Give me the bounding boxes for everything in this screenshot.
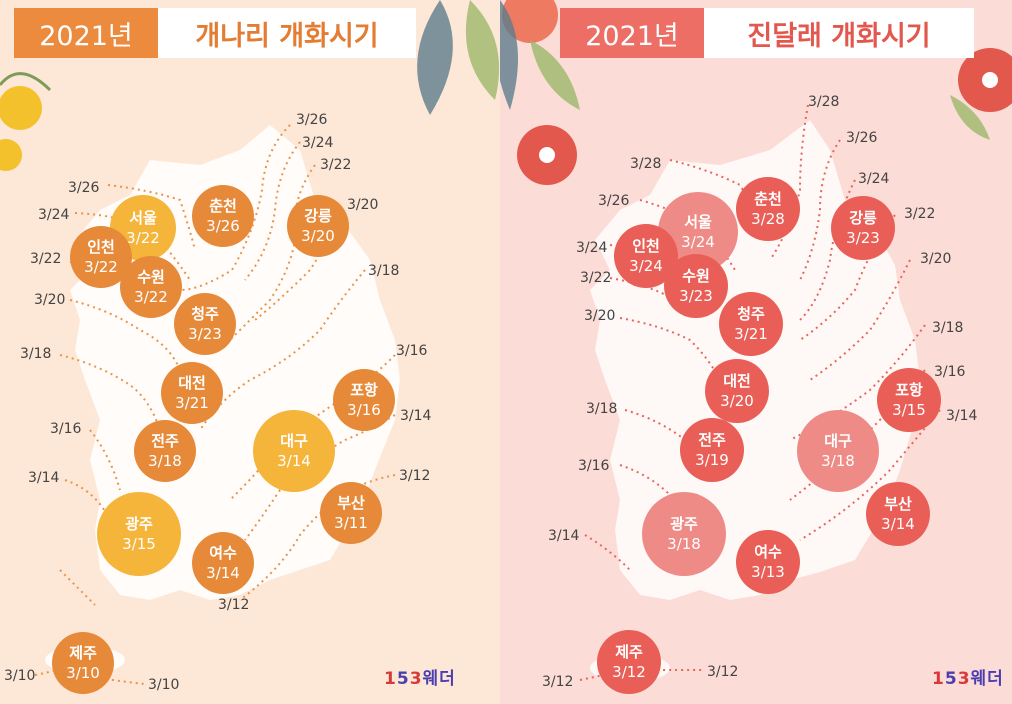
- city-busan: 부산 3/11: [320, 482, 382, 544]
- isoline-label: 3/18: [368, 263, 400, 279]
- isoline-label: 3/18: [932, 320, 964, 336]
- isoline-label: 3/26: [296, 112, 328, 128]
- azalea-title-bar: 2021년 진달래 개화시기: [560, 8, 974, 58]
- city-cheongju: 청주 3/21: [719, 292, 783, 356]
- isoline-label: 3/24: [576, 240, 608, 256]
- city-daegu: 대구 3/14: [253, 410, 335, 492]
- city-gangneung: 강릉 3/20: [287, 195, 349, 257]
- city-jeju: 제주 3/12: [597, 630, 661, 694]
- isoline: [179, 124, 291, 291]
- isoline: [619, 464, 671, 496]
- city-jeju: 제주 3/10: [52, 632, 114, 694]
- city-pohang: 포항 3/15: [877, 368, 941, 432]
- city-suwon: 수원 3/23: [664, 254, 728, 318]
- isoline-label: 3/26: [846, 130, 878, 146]
- isoline: [579, 671, 616, 681]
- isoline-label: 3/20: [920, 251, 952, 267]
- isoline-label: 3/28: [630, 156, 662, 172]
- city-gangneung: 강릉 3/23: [831, 196, 895, 260]
- isoline-label: 3/10: [4, 668, 36, 684]
- isoline-label: 3/12: [542, 674, 574, 690]
- isoline-label: 3/20: [34, 292, 66, 308]
- isoline: [254, 204, 341, 321]
- isoline-label: 3/22: [320, 157, 352, 173]
- city-suwon: 수원 3/22: [120, 256, 182, 318]
- isoline-label: 3/24: [302, 135, 334, 151]
- city-pohang: 포항 3/16: [333, 369, 395, 431]
- city-gwangju: 광주 3/18: [642, 492, 726, 576]
- isoline-label: 3/20: [584, 308, 616, 324]
- isoline-label: 3/28: [808, 94, 840, 110]
- logo-153weather: 153웨더: [384, 669, 456, 689]
- city-cheongju: 청주 3/23: [174, 293, 236, 355]
- leaf-icon: [417, 0, 500, 115]
- isoline-label: 3/26: [68, 180, 100, 196]
- red-flower-icon: [502, 0, 1012, 185]
- isoline: [59, 569, 96, 606]
- isoline-label: 3/24: [858, 171, 890, 187]
- azalea-title: 진달래 개화시기: [704, 8, 974, 58]
- isoline-label: 3/12: [218, 597, 250, 613]
- city-yeosu: 여수 3/13: [736, 530, 800, 594]
- azalea-year: 2021년: [560, 8, 704, 58]
- azalea-panel: 2021년 진달래 개화시기 서울 3/24 춘천 3/28 강릉 3/23 인천 3/…: [500, 0, 1012, 704]
- isoline-label: 3/14: [946, 408, 978, 424]
- forsythia-title: 개나리 개화시기: [158, 8, 416, 58]
- city-gwangju: 광주 3/15: [97, 492, 181, 576]
- forsythia-year: 2021년: [14, 8, 158, 58]
- isoline-label: 3/24: [38, 207, 70, 223]
- isoline-label: 3/14: [400, 408, 432, 424]
- isoline: [799, 139, 841, 281]
- logo-153weather: 153웨더: [932, 669, 1004, 689]
- isoline-label: 3/14: [28, 470, 60, 486]
- isoline-label: 3/16: [578, 458, 610, 474]
- isoline-label: 3/16: [934, 364, 966, 380]
- isoline: [89, 429, 121, 491]
- isoline-label: 3/22: [580, 270, 612, 286]
- city-chuncheon: 춘천 3/28: [736, 177, 800, 241]
- isoline: [74, 212, 191, 281]
- isoline-label: 3/22: [30, 251, 62, 267]
- city-yeosu: 여수 3/14: [192, 532, 254, 594]
- isoline: [107, 184, 196, 251]
- isoline: [619, 317, 721, 381]
- forsythia-panel: 2021년 개나리 개화시기 서울 3/22 춘천 3/26 강릉 3/20 인천 3/…: [0, 0, 500, 704]
- isoline: [809, 259, 911, 381]
- city-daegu: 대구 3/18: [797, 410, 879, 492]
- city-daejeon: 대전 3/21: [161, 362, 223, 424]
- isoline: [799, 409, 941, 541]
- isoline: [99, 677, 146, 685]
- isoline-label: 3/16: [50, 421, 82, 437]
- isoline: [639, 199, 736, 271]
- yellow-flower-icon: [0, 72, 52, 171]
- isoline: [64, 479, 111, 521]
- city-jeonju: 전주 3/19: [680, 418, 744, 482]
- isoline-label: 3/20: [347, 197, 379, 213]
- forsythia-title-bar: 2021년 개나리 개화시기: [14, 8, 416, 58]
- isoline-label: 3/12: [399, 468, 431, 484]
- isoline-label: 3/12: [707, 664, 739, 680]
- city-jeonju: 전주 3/18: [134, 420, 196, 482]
- isoline-label: 3/22: [904, 206, 936, 222]
- leaf-icon: [500, 0, 990, 140]
- isoline: [789, 324, 926, 441]
- city-daejeon: 대전 3/20: [705, 359, 769, 423]
- isoline: [219, 164, 316, 351]
- city-busan: 부산 3/14: [866, 482, 930, 546]
- city-chuncheon: 춘천 3/26: [192, 185, 254, 247]
- isoline-label: 3/26: [598, 193, 630, 209]
- isoline-label: 3/18: [20, 346, 52, 362]
- isoline: [244, 141, 301, 281]
- isoline-label: 3/14: [548, 528, 580, 544]
- isoline-label: 3/16: [396, 343, 428, 359]
- isoline-label: 3/18: [586, 401, 618, 417]
- isoline: [624, 409, 686, 441]
- isoline-label: 3/10: [148, 677, 180, 693]
- isoline: [769, 104, 809, 261]
